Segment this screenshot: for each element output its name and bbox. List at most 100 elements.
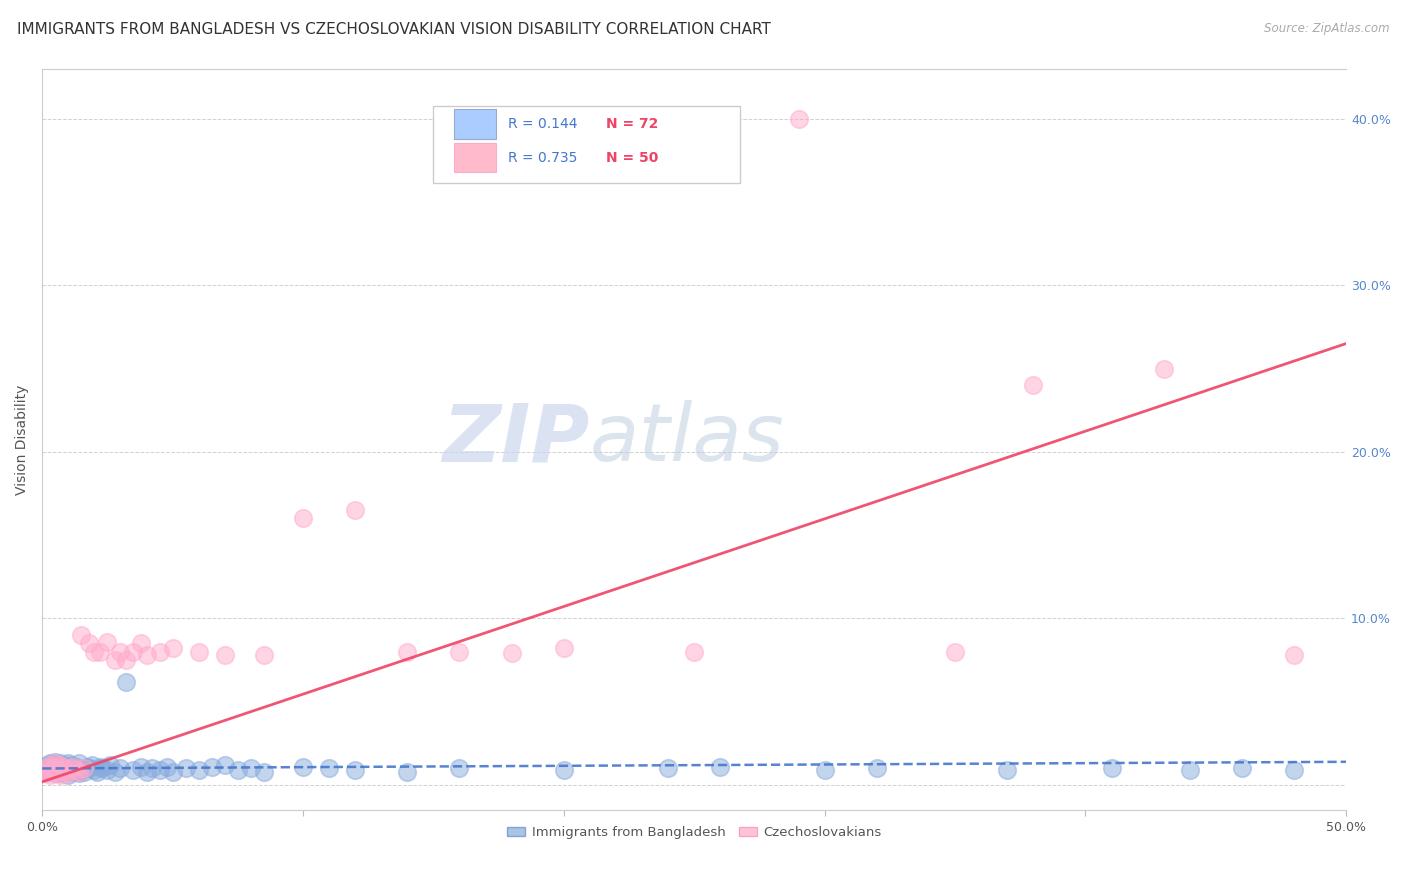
Point	[77, 636, 100, 650]
Point	[59, 758, 82, 772]
Point	[214, 758, 236, 772]
Point	[49, 762, 72, 776]
Point	[174, 762, 197, 776]
Point	[49, 766, 72, 780]
Point	[253, 764, 276, 779]
Point	[162, 641, 184, 656]
Point	[344, 763, 367, 777]
Point	[253, 648, 276, 662]
Point	[1230, 762, 1253, 776]
Point	[41, 760, 63, 774]
Point	[41, 758, 63, 772]
Point	[39, 758, 62, 772]
Point	[65, 760, 87, 774]
Point	[89, 760, 111, 774]
Point	[59, 762, 82, 776]
Point	[67, 764, 90, 779]
Point	[41, 763, 63, 777]
Text: R = 0.735: R = 0.735	[508, 151, 576, 164]
Point	[1178, 763, 1201, 777]
Point	[76, 760, 98, 774]
Point	[104, 764, 127, 779]
Point	[52, 763, 75, 777]
Legend: Immigrants from Bangladesh, Czechoslovakians: Immigrants from Bangladesh, Czechoslovak…	[502, 821, 887, 845]
Point	[187, 645, 209, 659]
Text: N = 72: N = 72	[606, 117, 658, 131]
Point	[135, 764, 157, 779]
Point	[1282, 763, 1305, 777]
Point	[943, 645, 966, 659]
Point	[83, 645, 105, 659]
Point	[67, 756, 90, 771]
Point	[131, 636, 153, 650]
FancyBboxPatch shape	[454, 110, 496, 139]
Point	[34, 764, 56, 779]
Point	[73, 764, 96, 779]
Point	[46, 764, 69, 779]
Point	[67, 766, 90, 780]
Point	[41, 763, 63, 777]
Point	[39, 768, 62, 782]
Point	[59, 763, 82, 777]
Point	[1022, 378, 1045, 392]
Point	[39, 756, 62, 771]
Point	[46, 762, 69, 776]
Point	[44, 762, 66, 776]
Point	[683, 645, 706, 659]
Y-axis label: Vision Disability: Vision Disability	[15, 384, 30, 494]
Point	[141, 762, 163, 776]
Point	[37, 764, 59, 779]
Point	[814, 763, 837, 777]
Point	[110, 645, 132, 659]
Point	[96, 763, 118, 777]
Point	[553, 641, 575, 656]
Text: ZIP: ZIP	[443, 401, 591, 478]
Point	[114, 653, 136, 667]
Point	[709, 760, 731, 774]
Point	[46, 766, 69, 780]
Point	[396, 645, 419, 659]
Point	[77, 762, 100, 776]
Point	[46, 760, 69, 774]
Point	[214, 648, 236, 662]
Point	[44, 766, 66, 780]
Point	[65, 763, 87, 777]
Text: Source: ZipAtlas.com: Source: ZipAtlas.com	[1264, 22, 1389, 36]
Point	[83, 763, 105, 777]
Point	[239, 762, 262, 776]
Point	[1153, 361, 1175, 376]
Point	[44, 755, 66, 769]
Point	[995, 763, 1018, 777]
Point	[866, 762, 889, 776]
Point	[396, 764, 419, 779]
Point	[187, 763, 209, 777]
Point	[89, 645, 111, 659]
Point	[449, 645, 471, 659]
FancyBboxPatch shape	[454, 143, 496, 172]
Point	[44, 756, 66, 771]
Point	[226, 763, 249, 777]
Text: R = 0.144: R = 0.144	[508, 117, 578, 131]
Point	[49, 756, 72, 771]
Point	[39, 760, 62, 774]
Point	[86, 764, 108, 779]
Point	[1282, 648, 1305, 662]
Point	[98, 758, 121, 772]
Point	[110, 762, 132, 776]
Point	[62, 762, 84, 776]
Point	[34, 766, 56, 780]
Point	[52, 758, 75, 772]
Point	[80, 758, 103, 772]
Point	[162, 764, 184, 779]
Point	[344, 503, 367, 517]
Point	[553, 763, 575, 777]
Point	[58, 768, 80, 782]
Point	[1101, 762, 1123, 776]
Point	[148, 763, 170, 777]
Point	[201, 760, 224, 774]
Point	[49, 768, 72, 782]
Point	[55, 764, 77, 779]
Point	[156, 760, 179, 774]
Point	[122, 645, 145, 659]
Point	[37, 762, 59, 776]
